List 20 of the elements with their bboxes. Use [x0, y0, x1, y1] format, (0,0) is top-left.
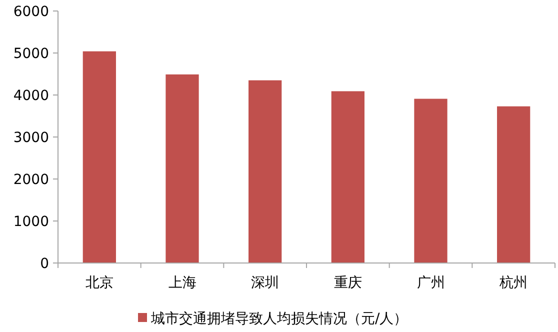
x-tick-label: 广州 — [416, 275, 445, 291]
bar — [497, 106, 530, 263]
y-tick-label: 3000 — [13, 130, 49, 146]
y-tick-label: 2000 — [13, 172, 49, 188]
x-tick-label: 北京 — [85, 275, 114, 291]
x-tick-label: 深圳 — [251, 275, 280, 291]
x-tick-label: 杭州 — [498, 275, 528, 291]
bar — [82, 51, 116, 263]
y-tick-label: 6000 — [13, 4, 49, 20]
bar — [166, 74, 199, 263]
y-tick-label: 0 — [40, 256, 49, 272]
bar — [331, 91, 364, 263]
y-tick-label: 5000 — [13, 46, 49, 62]
y-tick-label: 4000 — [13, 88, 49, 104]
x-tick-label: 重庆 — [334, 275, 362, 291]
legend-label: 城市交通拥堵导致人均损失情况（元/人） — [150, 310, 408, 327]
y-tick-label: 1000 — [13, 214, 49, 230]
bar — [248, 80, 282, 263]
bar — [414, 98, 448, 263]
x-tick-label: 上海 — [168, 275, 196, 291]
